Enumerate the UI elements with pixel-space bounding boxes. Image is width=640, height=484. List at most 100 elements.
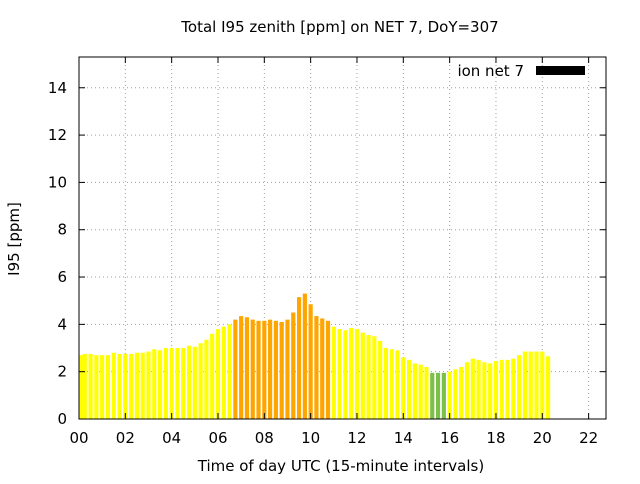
bar	[181, 348, 186, 419]
bar	[302, 293, 307, 419]
x-tick-label: 10	[301, 429, 320, 447]
legend-swatch	[536, 66, 585, 75]
bar	[453, 369, 458, 419]
bar	[407, 359, 412, 419]
bar	[308, 304, 313, 419]
bar	[354, 329, 360, 419]
x-tick-label: 02	[116, 429, 135, 447]
bar	[395, 350, 400, 419]
bar	[505, 359, 510, 419]
bar	[250, 319, 255, 419]
x-tick-label: 22	[579, 429, 598, 447]
bar	[111, 352, 116, 419]
bar	[146, 351, 151, 419]
bar	[175, 348, 180, 419]
legend-label: ion net 7	[457, 62, 524, 80]
bar	[314, 316, 319, 419]
y-tick-label: 10	[48, 173, 67, 191]
bar	[117, 353, 122, 419]
y-tick-label: 2	[57, 363, 67, 381]
bar	[482, 362, 487, 419]
bar	[435, 372, 441, 419]
bar	[244, 317, 250, 419]
bar	[239, 316, 244, 419]
bar	[389, 349, 394, 419]
bar	[331, 326, 336, 419]
bar	[360, 332, 365, 419]
bar	[337, 329, 342, 419]
bar	[192, 346, 197, 419]
bar	[186, 345, 192, 419]
bar	[157, 350, 163, 419]
bar	[464, 362, 470, 419]
bar	[430, 372, 435, 419]
bar	[285, 319, 290, 419]
x-tick-label: 00	[69, 429, 88, 447]
bar	[296, 297, 302, 419]
bar	[493, 361, 499, 419]
bar	[412, 363, 417, 419]
y-tick-label: 12	[48, 126, 67, 144]
x-tick-label: 14	[394, 429, 413, 447]
bar	[476, 359, 481, 419]
x-tick-label: 20	[533, 429, 552, 447]
bar	[256, 320, 261, 419]
bar	[233, 319, 238, 419]
bar	[227, 324, 232, 419]
x-tick-label: 06	[208, 429, 227, 447]
y-tick-label: 8	[57, 221, 67, 239]
bar	[204, 339, 209, 419]
bar	[349, 327, 354, 419]
bar	[273, 320, 278, 419]
bar	[123, 353, 128, 419]
bar	[262, 320, 267, 419]
bar	[441, 372, 446, 419]
bar	[215, 329, 221, 419]
bar	[343, 330, 348, 419]
bar	[418, 364, 423, 419]
x-tick-label: 08	[255, 429, 274, 447]
bar	[134, 352, 139, 419]
bar	[79, 355, 84, 419]
bar	[210, 333, 215, 419]
bar	[140, 352, 145, 419]
y-tick-label: 6	[57, 268, 67, 286]
bar	[221, 326, 226, 419]
bar	[82, 353, 87, 419]
y-tick-label: 0	[57, 410, 67, 428]
x-tick-label: 18	[486, 429, 505, 447]
bar	[320, 318, 325, 419]
grid	[79, 57, 606, 419]
bar	[88, 353, 93, 419]
bar	[279, 321, 284, 419]
bar	[105, 355, 111, 419]
bar	[378, 340, 383, 419]
y-axis-label: I95 [ppm]	[5, 202, 23, 276]
bar	[488, 363, 493, 419]
bar	[401, 357, 406, 419]
x-axis-label: Time of day UTC (15-minute intervals)	[197, 457, 484, 475]
bars	[79, 293, 551, 419]
bar	[372, 336, 377, 419]
bar	[383, 348, 389, 419]
legend: ion net 7	[457, 62, 585, 80]
bar	[511, 358, 516, 419]
bar	[534, 351, 539, 419]
bar	[528, 351, 533, 419]
y-tick-label: 4	[57, 315, 67, 333]
chart-title: Total I95 zenith [ppm] on NET 7, DoY=307	[180, 18, 498, 36]
bar	[366, 335, 371, 419]
bar	[546, 356, 551, 419]
bar	[522, 351, 528, 419]
bar	[152, 349, 157, 419]
bar	[540, 351, 545, 419]
plot-frame	[78, 56, 607, 420]
bar	[424, 366, 429, 419]
bar	[100, 355, 105, 419]
bar	[499, 359, 504, 419]
bar	[291, 312, 296, 419]
bar	[94, 355, 99, 419]
bar	[325, 320, 331, 419]
